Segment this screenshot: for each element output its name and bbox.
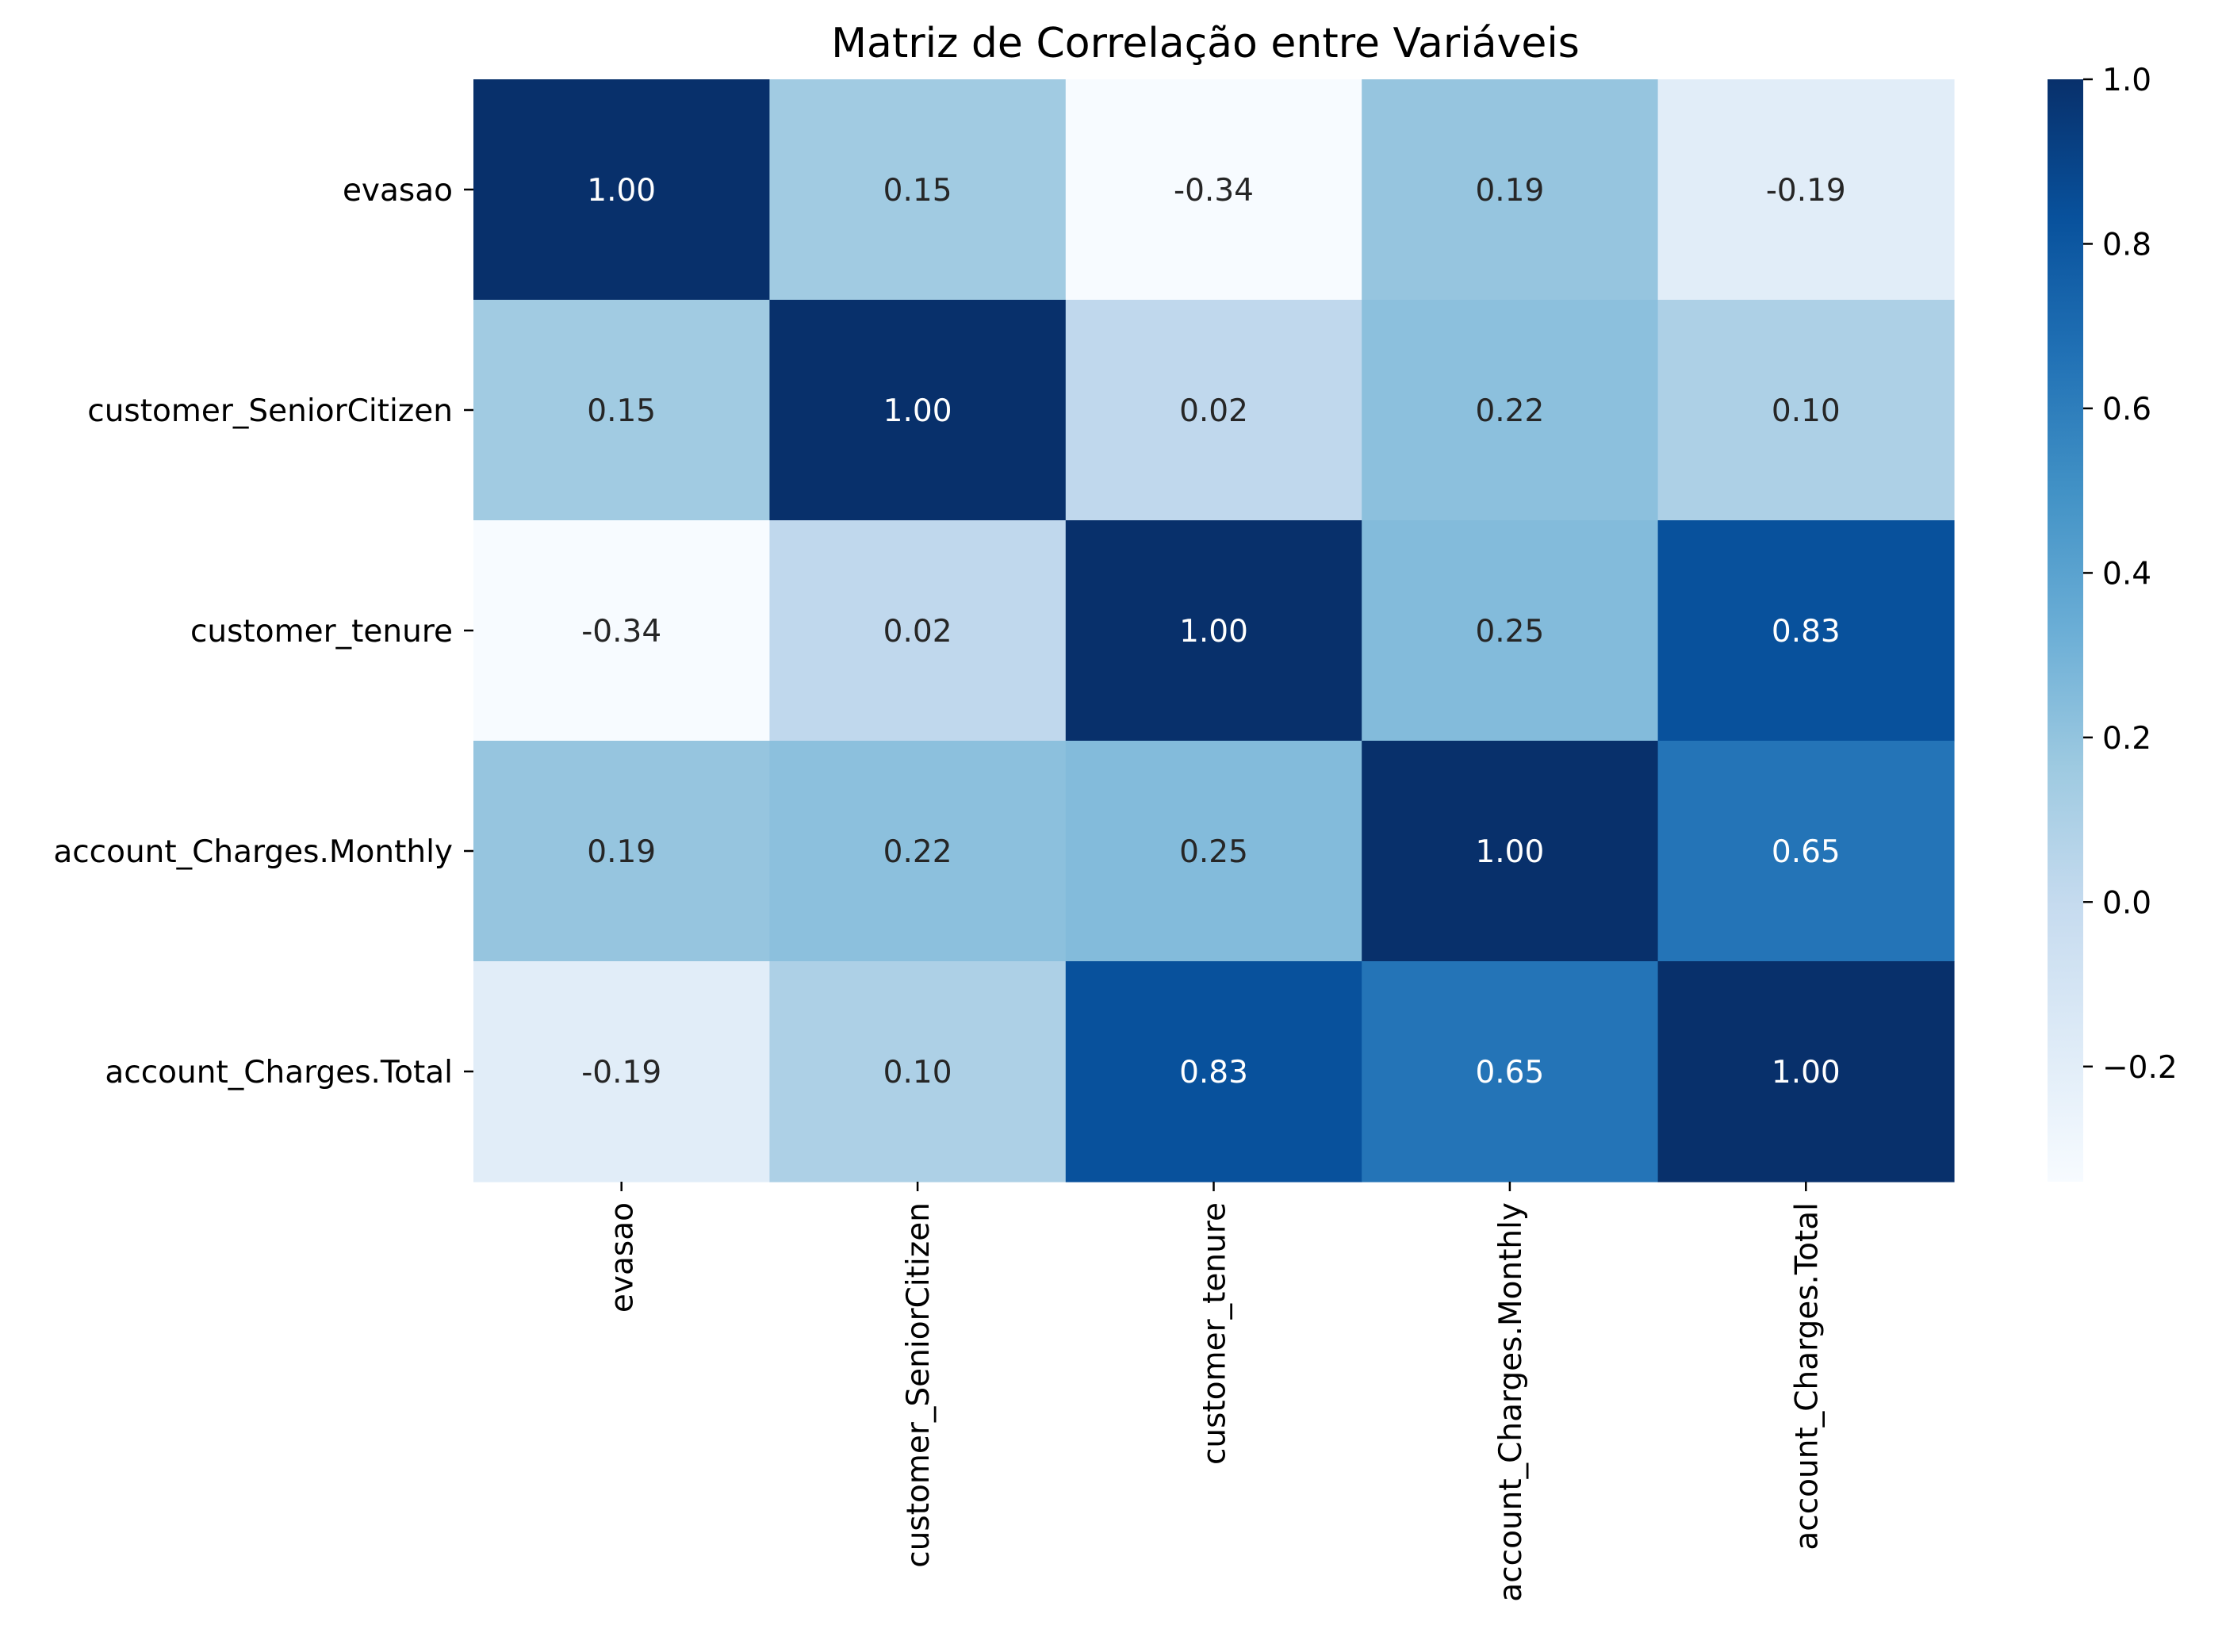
column-tick-label: account_Charges.Total (1789, 1202, 1825, 1550)
cell-value-label: 0.10 (1772, 393, 1841, 429)
cell-value-label: -0.19 (581, 1055, 661, 1090)
cell-value-label: 0.02 (883, 614, 952, 650)
column-tick-label: customer_SeniorCitizen (901, 1202, 937, 1568)
colorbar-tick-label: 0.6 (2102, 392, 2151, 427)
cell-value-label: 0.83 (1772, 614, 1841, 650)
heatmap-cells: 1.00 0.15 -0.34 0.19 -0.19 0.15 1.00 0.02 0.22 0.… (473, 79, 1955, 1182)
cell-value-label: 0.22 (1475, 393, 1544, 429)
chart-title: Matriz de Correlação entre Variáveis (831, 20, 1580, 67)
heatmap-cell (1065, 79, 1362, 301)
colorbar-tick-label: −0.2 (2102, 1050, 2178, 1086)
heatmap-cell (473, 741, 770, 962)
heatmap-cell (1657, 741, 1955, 962)
heatmap-cell (1065, 961, 1362, 1182)
cell-value-label: 0.22 (883, 834, 952, 870)
heatmap-cell (1362, 300, 1659, 521)
heatmap-cell (473, 79, 770, 301)
row-tick-label: account_Charges.Total (105, 1055, 453, 1090)
cell-value-label: 1.00 (883, 393, 952, 429)
cell-value-label: 0.19 (587, 834, 656, 870)
heatmap-cell (769, 300, 1067, 521)
colorbar-tick-label: 1.0 (2102, 63, 2151, 98)
heatmap-cell (1657, 961, 1955, 1182)
heatmap-cell (769, 741, 1067, 962)
row-tick-label: evasao (343, 173, 453, 209)
heatmap-cell (1065, 741, 1362, 962)
cell-value-label: 0.65 (1772, 834, 1841, 870)
cell-value-label: 0.15 (883, 173, 952, 209)
heatmap-cell (769, 520, 1067, 742)
colorbar-tick-label: 0.2 (2102, 721, 2151, 757)
heatmap-cell (769, 961, 1067, 1182)
cell-value-label: 1.00 (1179, 614, 1248, 650)
column-tick-label: customer_tenure (1197, 1202, 1233, 1465)
cell-value-label: 0.02 (1179, 393, 1248, 429)
heatmap-cell (1362, 961, 1659, 1182)
heatmap-cell (1362, 520, 1659, 742)
heatmap-cell (1657, 79, 1955, 301)
row-tick-label: account_Charges.Monthly (53, 834, 453, 870)
row-tick-label: customer_tenure (190, 614, 453, 650)
colorbar: 1.0 0.8 0.6 0.4 0.2 0.0 −0.2 (2048, 63, 2178, 1182)
cell-value-label: 1.00 (587, 173, 656, 209)
column-tick-labels: evasao customer_SeniorCitizen customer_ten… (605, 1182, 1825, 1602)
cell-value-label: 0.15 (587, 393, 656, 429)
heatmap-cell (473, 520, 770, 742)
row-tick-label: customer_SeniorCitizen (87, 393, 453, 429)
cell-value-label: 0.25 (1179, 834, 1248, 870)
heatmap-cell (1362, 741, 1659, 962)
cell-value-label: 0.19 (1475, 173, 1544, 209)
heatmap-cell (473, 961, 770, 1182)
heatmap-cell (1065, 300, 1362, 521)
cell-value-label: -0.19 (1766, 173, 1846, 209)
colorbar-tick-label: 0.8 (2102, 227, 2151, 263)
heatmap-cell (769, 79, 1067, 301)
cell-value-label: -0.34 (1174, 173, 1254, 209)
cell-value-label: 0.10 (883, 1055, 952, 1090)
colorbar-tick-label: 0.0 (2102, 885, 2151, 921)
heatmap-cell (1657, 520, 1955, 742)
heatmap-cell (1657, 300, 1955, 521)
heatmap-cell (1065, 520, 1362, 742)
cell-value-label: 0.65 (1475, 1055, 1544, 1090)
cell-value-label: 1.00 (1475, 834, 1544, 870)
colorbar-tick-label: 0.4 (2102, 556, 2151, 592)
row-tick-labels: evasao customer_SeniorCitizen customer_ten… (53, 173, 473, 1090)
column-tick-label: evasao (605, 1202, 641, 1313)
cell-value-label: -0.34 (581, 614, 661, 650)
cell-value-label: 0.83 (1179, 1055, 1248, 1090)
heatmap-cell (473, 300, 770, 521)
column-tick-label: account_Charges.Monthly (1493, 1202, 1529, 1602)
cell-value-label: 1.00 (1772, 1055, 1841, 1090)
colorbar-gradient (2048, 79, 2083, 1182)
heatmap-cell (1362, 79, 1659, 301)
cell-value-label: 0.25 (1475, 614, 1544, 650)
